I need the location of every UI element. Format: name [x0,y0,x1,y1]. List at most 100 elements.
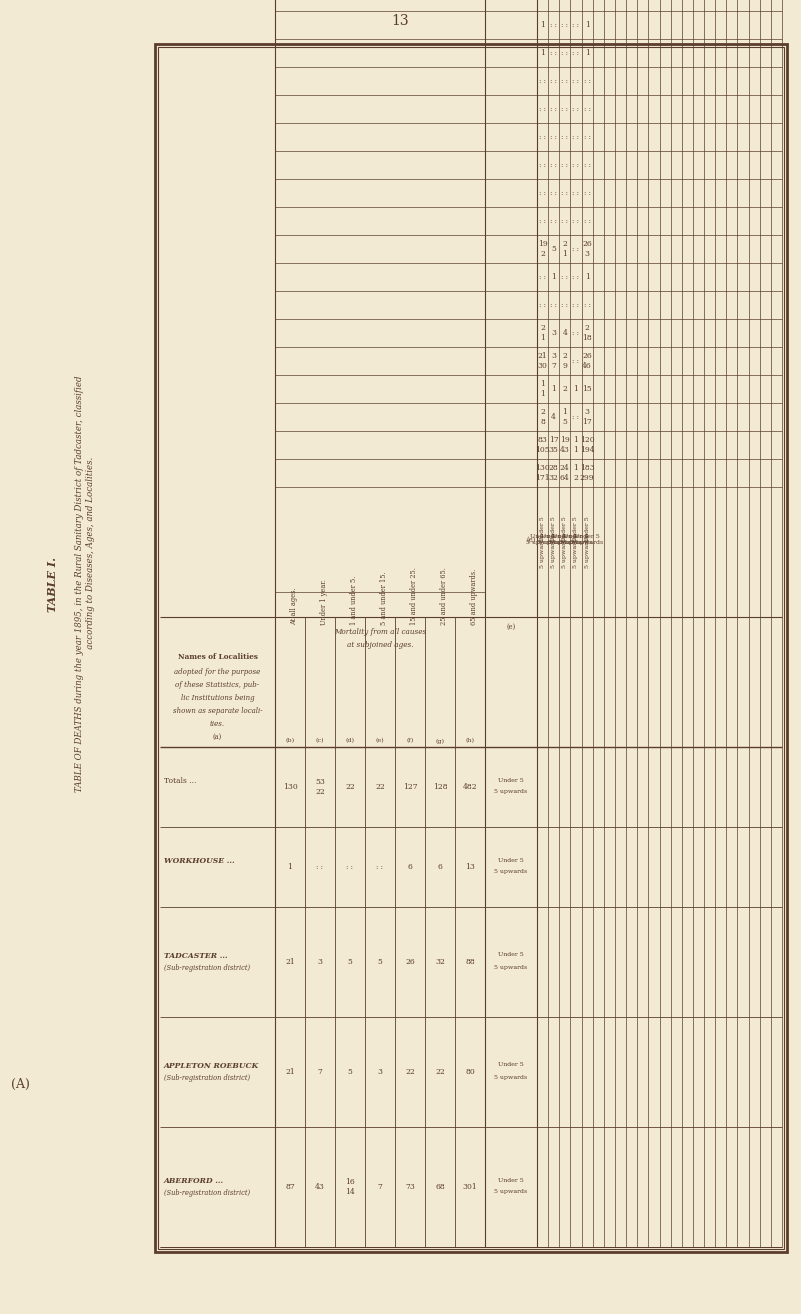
Text: 301: 301 [463,1183,477,1190]
Text: 19
2: 19 2 [537,240,547,258]
Text: 130
171: 130 171 [535,464,550,482]
Text: : :: : : [584,105,590,113]
Text: : :: : : [584,217,590,225]
Text: 5 upwards: 5 upwards [494,1075,528,1080]
Text: (g): (g) [436,738,445,744]
Text: 19
43: 19 43 [560,436,570,453]
Text: 5 upwards: 5 upwards [494,964,528,970]
Text: 3: 3 [551,328,556,336]
Text: Totals ...: Totals ... [164,777,196,784]
Text: 5 upwards: 5 upwards [562,535,567,568]
Text: 3: 3 [317,958,323,966]
Text: : :: : : [550,49,557,57]
Text: 6: 6 [437,863,442,871]
Text: Under 5: Under 5 [498,1177,524,1183]
Text: 5: 5 [348,1068,352,1076]
Text: 5 and under 15.: 5 and under 15. [380,572,388,625]
Text: 5: 5 [348,958,352,966]
Text: : :: : : [539,189,546,197]
Text: : :: : : [584,189,590,197]
Text: (h): (h) [465,738,474,744]
Text: 32: 32 [435,958,445,966]
Text: : :: : : [573,217,579,225]
Text: Mortality from all causes: Mortality from all causes [334,628,426,636]
Text: 26: 26 [405,958,415,966]
Text: 65 and upwards.: 65 and upwards. [470,569,478,625]
Text: : :: : : [550,217,557,225]
Text: : :: : : [584,301,590,309]
Text: : :: : : [573,357,579,365]
Text: Under 5
5 upwards: Under 5 5 upwards [548,533,582,545]
Text: 482: 482 [463,783,477,791]
Text: 26
3: 26 3 [582,240,592,258]
Text: 21: 21 [285,1068,295,1076]
Text: 53
22: 53 22 [315,778,325,795]
Text: : :: : : [573,162,579,170]
Text: 68: 68 [435,1183,445,1190]
Text: 128: 128 [433,783,447,791]
Text: : :: : : [573,105,579,113]
Text: 5 upwards: 5 upwards [551,535,556,568]
Text: (e): (e) [506,623,516,631]
Text: Under 5: Under 5 [498,1063,524,1067]
Text: 28
32: 28 32 [549,464,558,482]
Text: 1: 1 [540,21,545,29]
Text: : :: : : [539,162,546,170]
Text: 21: 21 [285,958,295,966]
Text: 4: 4 [551,413,556,420]
Text: : :: : : [562,273,569,281]
Text: : :: : : [573,244,579,254]
Text: (Sub-registration district): (Sub-registration district) [164,964,250,972]
Text: : :: : : [550,78,557,85]
Text: 88: 88 [465,958,475,966]
Text: 5 upwards: 5 upwards [494,790,528,795]
Text: (f): (f) [406,738,413,744]
Text: shown as separate locali-: shown as separate locali- [173,707,262,715]
Text: Under 5
5 upwards: Under 5 5 upwards [559,533,593,545]
Text: ABERFORD ...: ABERFORD ... [164,1177,224,1185]
Text: 73: 73 [405,1183,415,1190]
Text: : :: : : [562,301,569,309]
Text: : :: : : [539,78,546,85]
Text: 7: 7 [377,1183,382,1190]
Text: 1: 1 [585,49,590,57]
Text: : :: : : [573,21,579,29]
Text: TABLE OF DEATHS during the year 1895, in the Rural Sanitary District of Tadcaste: TABLE OF DEATHS during the year 1895, in… [75,376,95,792]
Text: 5 upwards: 5 upwards [574,535,578,568]
Text: 1
1: 1 1 [540,380,545,398]
Text: 6: 6 [408,863,413,871]
Text: 26
46: 26 46 [582,352,592,369]
Text: : :: : : [562,162,569,170]
Text: : :: : : [539,217,546,225]
Text: (b): (b) [285,738,295,744]
Text: 3: 3 [377,1068,383,1076]
Text: 22: 22 [375,783,384,791]
Text: 83
105: 83 105 [535,436,549,453]
Bar [158,47,784,1250]
Text: (d): (d) [345,738,355,744]
Text: 43: 43 [315,1183,325,1190]
Text: 1: 1 [585,273,590,281]
Text: : :: : : [539,273,546,281]
Text: at subjoined ages.: at subjoined ages. [347,641,413,649]
Text: 127: 127 [403,783,417,791]
Text: : :: : : [562,21,569,29]
Text: Under 5: Under 5 [585,516,590,543]
Text: adopted for the purpose: adopted for the purpose [175,668,260,675]
Text: 2
9: 2 9 [562,352,567,369]
Text: 1
1: 1 1 [574,436,578,453]
Text: (Sub-registration district): (Sub-registration district) [164,1074,250,1081]
Text: 2
1: 2 1 [562,240,567,258]
Text: 1: 1 [551,273,556,281]
Text: 3
17: 3 17 [582,409,592,426]
Text: 15 and under 25.: 15 and under 25. [410,568,418,625]
Text: : :: : : [573,49,579,57]
Text: : :: : : [550,21,557,29]
Text: : :: : : [550,133,557,141]
Text: 1
2: 1 2 [574,464,578,482]
Text: Under 5: Under 5 [498,778,524,783]
Text: 80: 80 [465,1068,475,1076]
Text: : :: : : [316,863,324,871]
Text: At all ages.: At all ages. [290,587,298,625]
Text: 5: 5 [377,958,382,966]
